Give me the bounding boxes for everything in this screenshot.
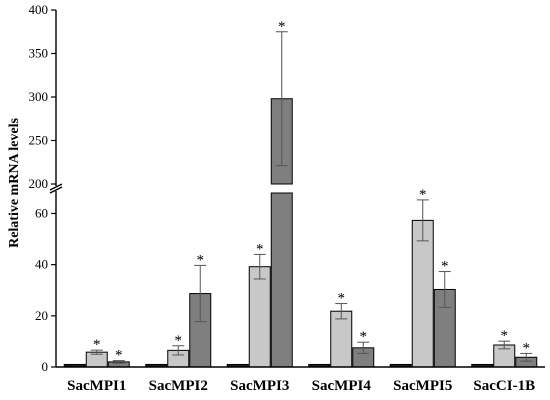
series-3-bar [270, 192, 293, 368]
y-tick-label: 0 [42, 359, 49, 374]
series-2-bar [248, 266, 271, 368]
x-tick-label: SacMPI5 [393, 378, 452, 394]
y-tick-label: 350 [29, 46, 49, 61]
x-tick-label: SacCI-1B [473, 378, 535, 394]
x-tick-label: SacMPI2 [149, 378, 208, 394]
y-tick-label: 60 [35, 205, 48, 220]
y-axis-label: Relative mRNA levels [7, 118, 22, 248]
y-tick-label: 250 [29, 133, 49, 148]
y-tick-label: 400 [29, 2, 49, 17]
significance-star: * [441, 259, 449, 275]
significance-star: * [523, 340, 531, 356]
axis-break-mark [49, 183, 63, 191]
bars-layer: * * * * * * * * * * * * [63, 19, 538, 368]
y-tick-label: 200 [29, 176, 49, 191]
x-tick-label: SacMPI4 [312, 378, 372, 394]
significance-star: * [278, 19, 286, 35]
significance-star: * [360, 329, 368, 345]
significance-star: * [115, 348, 123, 364]
significance-star: * [93, 337, 101, 353]
significance-star: * [419, 187, 427, 203]
x-tick-label: SacMPI1 [67, 378, 126, 394]
x-tick-label: SacMPI3 [230, 378, 289, 394]
significance-star: * [338, 291, 346, 307]
y-tick-label: 300 [29, 89, 49, 104]
y-tick-label: 40 [35, 257, 48, 272]
axes-layer: SacMPI1 SacMPI2 SacMPI3 SacMPI4 SacMPI5 SacCI… [29, 2, 545, 394]
significance-star: * [197, 252, 205, 268]
series-2-bar [411, 219, 434, 368]
significance-star: * [175, 333, 183, 349]
significance-star: * [256, 241, 264, 257]
axis-break-mark [49, 186, 63, 194]
series-2-bar [330, 310, 353, 368]
y-tick-label: 20 [35, 308, 48, 323]
significance-star: * [501, 328, 509, 344]
